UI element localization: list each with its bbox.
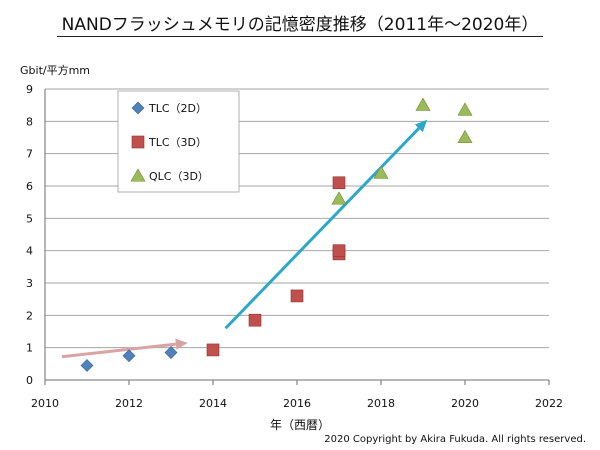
legend: TLC（2D） TLC（3D） QLC（3D）	[117, 90, 240, 193]
point-triangle-2020-3	[457, 102, 473, 116]
point-triangle-2020-4	[457, 129, 473, 144]
arrow-blue-shaft	[224, 127, 420, 330]
point-triangle-2018-1	[373, 165, 389, 179]
copyright-notice: 2020 Copyright by Akira Fukuda. All righ…	[324, 434, 586, 445]
legend-label-triangle: QLC（3D）	[149, 170, 209, 183]
x-axis-label: 年（西暦）	[269, 418, 330, 432]
point-diamond-2013-2	[164, 346, 178, 359]
y-tick-label-5: 5	[26, 212, 33, 225]
x-tick-label-2018: 2018	[367, 397, 395, 410]
legend-label-square: TLC（3D）	[148, 136, 207, 149]
point-square-2016-2	[290, 289, 304, 303]
x-tick-label-2022: 2022	[535, 397, 563, 410]
legend-label-diamond: TLC（2D）	[148, 102, 207, 115]
point-triangle-2017-0	[331, 191, 347, 205]
tick-labels: 0 1 2 3 4 5 6 7 8 9 2010 2012 2014 2016 2018 2020 2022	[26, 83, 563, 410]
y-axis-label: Gbit/平方mm	[20, 64, 91, 77]
y-tick-label-0: 0	[26, 374, 33, 387]
y-tick-label-8: 8	[26, 115, 33, 128]
legend-marker-diamond	[131, 101, 145, 115]
point-square-2015-1	[248, 313, 262, 327]
y-tick-label-9: 9	[26, 83, 33, 96]
x-tick-label-2012: 2012	[115, 397, 143, 410]
y-tick-label-6: 6	[26, 180, 33, 193]
point-square-2017-5	[332, 176, 346, 190]
chart-title: NANDフラッシュメモリの記憶密度推移（2011年～2020年）	[61, 15, 539, 35]
data-points	[80, 97, 473, 372]
legend-marker-square	[131, 135, 145, 149]
y-tick-label-2: 2	[26, 309, 33, 322]
x-tick-label-2014: 2014	[199, 397, 227, 410]
point-diamond-2012-1	[122, 349, 136, 363]
arrow-pink-shaft	[61, 342, 177, 359]
arrow-blue-head	[414, 119, 428, 133]
y-tick-label-1: 1	[26, 342, 33, 355]
title-underline	[57, 36, 543, 37]
y-tick-label-3: 3	[26, 277, 33, 290]
point-diamond-2011-0	[80, 359, 94, 372]
x-tick-label-2020: 2020	[451, 397, 479, 410]
point-square-2017-4	[332, 244, 346, 257]
point-triangle-2019-2	[415, 97, 431, 111]
arrow-pink-head	[175, 338, 188, 350]
y-tick-label-4: 4	[26, 245, 33, 258]
axes	[44, 89, 550, 385]
annotation-arrows	[61, 119, 428, 359]
x-tick-label-2016: 2016	[283, 397, 311, 410]
legend-marker-triangle	[130, 168, 146, 182]
point-square-2014-0	[206, 343, 220, 357]
y-tick-label-7: 7	[26, 148, 33, 161]
x-tick-label-2010: 2010	[31, 397, 59, 410]
